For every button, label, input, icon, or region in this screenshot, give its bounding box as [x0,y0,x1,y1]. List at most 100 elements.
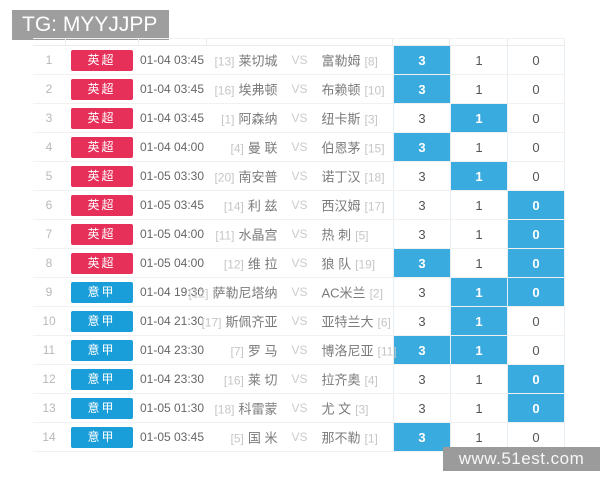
odds-cell-win[interactable]: 3 [393,365,450,393]
odds-cell-draw[interactable]: 1 [450,394,507,422]
home-rank: [17] [201,315,222,330]
home-rank: [12] [188,286,209,301]
home-rank: [13] [214,54,235,69]
odds-cell-lose[interactable]: 0 [507,394,565,422]
league-badge-cell: 英超 [65,133,138,161]
row-number: 10 [42,314,56,328]
odds-cell-draw[interactable]: 1 [450,336,507,364]
odds-cell-win[interactable]: 3 [393,307,450,335]
match-row: 9 意甲 01-04 19:30 [12] 萨勒尼塔纳 VS AC米兰 [2] 3 … [33,278,565,307]
odds-cell-lose[interactable]: 0 [507,278,565,306]
header-seg [33,39,65,45]
odds-cell-draw[interactable]: 1 [450,133,507,161]
home-team: 国 米 [247,430,278,446]
match-time: 01-05 04:00 [139,256,205,270]
home-team-group: [20] 南安普 [214,167,277,186]
odds-cell-draw[interactable]: 1 [450,278,507,306]
odds-cell-draw[interactable]: 1 [450,75,507,103]
league-badge-cell: 英超 [65,249,138,277]
odds-cell-win[interactable]: 3 [393,336,450,364]
odds-cell-lose[interactable]: 0 [507,336,565,364]
table-body: 1 英超 01-04 03:45 [13] 莱切城 VS 富勒姆 [8] 3 1 0… [33,46,565,452]
odds-cell-win[interactable]: 3 [393,191,450,219]
odds-cell-win[interactable]: 3 [393,423,450,451]
odds-cell-lose[interactable]: 0 [507,220,565,248]
odds-cell-win[interactable]: 3 [393,104,450,132]
match-teams: [4] 曼 联 VS 伯恩茅 [15] [206,133,393,161]
home-team-group: [18] 科雷蒙 [214,399,277,418]
vs-label: VS [291,111,308,125]
odds-cell-draw[interactable]: 1 [450,46,507,74]
away-team: 亚特兰大 [321,314,374,330]
match-teams: [7] 罗 马 VS 博洛尼亚 [11] [206,336,397,364]
away-team-group: 亚特兰大 [6] [322,312,391,331]
league-badge-cell: 意甲 [65,278,138,306]
away-team-group: 伯恩茅 [15] [322,138,385,157]
away-rank: [5] [355,228,369,243]
away-team: 尤 文 [321,401,352,417]
vs-label: VS [291,169,308,183]
odds-cell-win[interactable]: 3 [393,394,450,422]
odds-cell-lose[interactable]: 0 [507,133,565,161]
row-number: 8 [45,256,53,270]
match-row: 4 英超 01-04 04:00 [4] 曼 联 VS 伯恩茅 [15] 3 1 0 [33,133,565,162]
odds-cell-win[interactable]: 3 [393,162,450,190]
home-team: 阿森纳 [238,111,278,127]
vs-label: VS [291,227,308,241]
row-number: 3 [45,111,53,125]
odds-cell-draw[interactable]: 1 [450,423,507,451]
match-time: 01-04 19:30 [139,285,205,299]
odds-cell-draw[interactable]: 1 [450,249,507,277]
odds-cell-lose[interactable]: 0 [507,162,565,190]
vs-label: VS [291,401,308,415]
row-number: 13 [42,401,56,415]
odds-cell-win[interactable]: 3 [393,75,450,103]
odds-cell-win[interactable]: 3 [393,46,450,74]
header-seg [64,39,138,45]
odds-cell-lose[interactable]: 0 [507,191,565,219]
home-rank: [11] [215,228,235,243]
odds-cell-win[interactable]: 3 [393,278,450,306]
home-rank: [1] [221,112,235,127]
row-number: 1 [45,53,53,67]
match-teams: [17] 斯佩齐亚 VS 亚特兰大 [6] [201,307,393,335]
odds-cell-draw[interactable]: 1 [450,220,507,248]
home-team: 罗 马 [247,343,278,359]
odds-cell-lose[interactable]: 0 [507,423,565,451]
match-row: 3 英超 01-04 03:45 [1] 阿森纳 VS 纽卡斯 [3] 3 1 0 [33,104,565,133]
odds-cell-draw[interactable]: 1 [450,307,507,335]
odds-cell-draw[interactable]: 1 [450,191,507,219]
match-time: 01-04 03:45 [139,111,205,125]
odds-cell-lose[interactable]: 0 [507,307,565,335]
home-rank: [16] [214,83,235,98]
odds-cell-win[interactable]: 3 [393,249,450,277]
away-rank: [18] [364,170,385,185]
away-team: 热 刺 [321,227,352,243]
home-team-group: [13] 莱切城 [214,51,277,70]
odds-cell-draw[interactable]: 1 [450,104,507,132]
odds-cell-draw[interactable]: 1 [450,365,507,393]
match-time: 01-05 04:00 [139,227,205,241]
home-team-group: [14] 利 兹 [224,196,278,215]
away-team-group: 诺丁汉 [18] [322,167,385,186]
odds-cell-lose[interactable]: 0 [507,365,565,393]
match-time: 01-04 03:45 [139,53,205,67]
match-odds-table: 1 英超 01-04 03:45 [13] 莱切城 VS 富勒姆 [8] 3 1 0… [33,38,566,452]
odds-cell-draw[interactable]: 1 [450,162,507,190]
odds-cell-lose[interactable]: 0 [507,249,565,277]
home-team-group: [16] 莱 切 [224,370,278,389]
odds-cell-win[interactable]: 3 [393,220,450,248]
odds-cell-lose[interactable]: 0 [507,104,565,132]
odds-cell-lose[interactable]: 0 [507,75,565,103]
home-team: 莱切城 [238,53,278,69]
header-seg [449,39,506,45]
away-team: 狼 队 [321,256,352,272]
home-team-group: [1] 阿森纳 [221,109,277,128]
home-team: 利 兹 [247,198,278,214]
odds-cell-win[interactable]: 3 [393,133,450,161]
away-rank: [10] [364,83,385,98]
home-team: 莱 切 [247,372,278,388]
odds-cell-lose[interactable]: 0 [507,46,565,74]
league-badge: 英超 [70,165,133,187]
